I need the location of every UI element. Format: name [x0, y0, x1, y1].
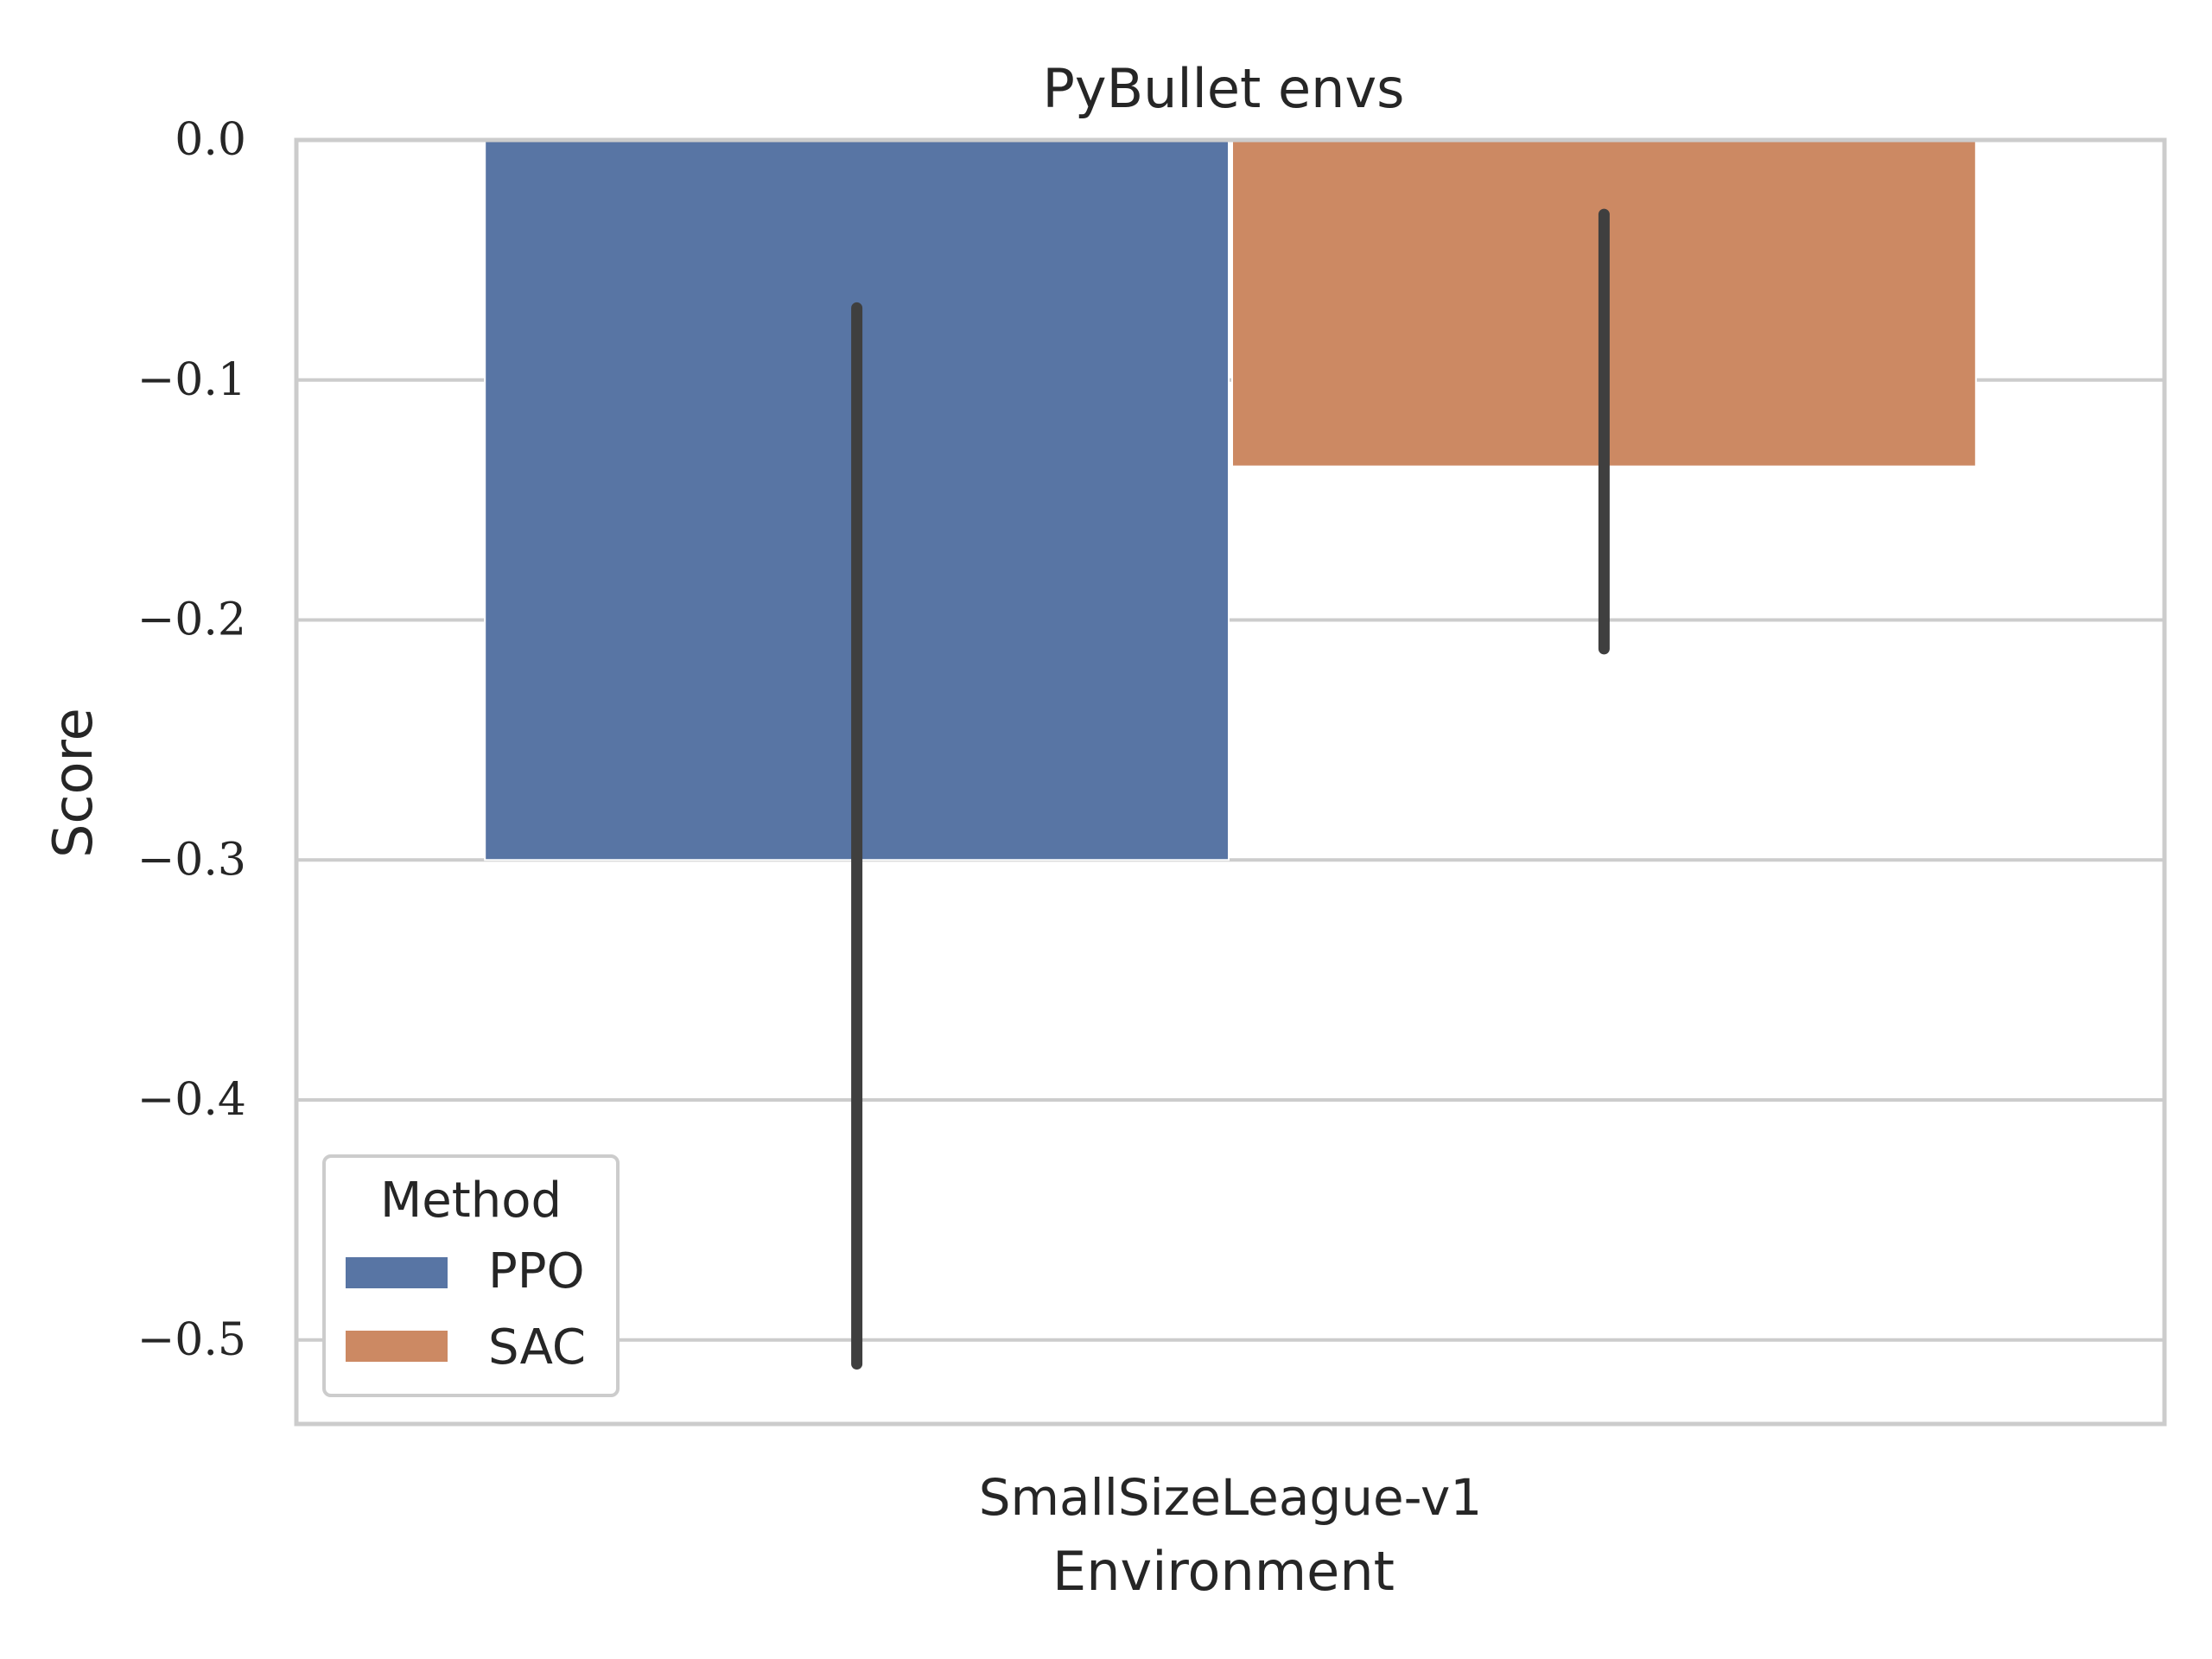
y-tick-label: −0.1	[137, 354, 246, 406]
legend-label-sac: SAC	[488, 1319, 586, 1376]
y-tick-label: 0.0	[175, 114, 246, 166]
y-tick-label: −0.2	[137, 594, 246, 646]
y-tick-label: −0.4	[137, 1074, 246, 1126]
chart-title: PyBullet envs	[1043, 57, 1405, 120]
legend-label-ppo: PPO	[488, 1243, 585, 1300]
x-tick-label: SmallSizeLeague-v1	[979, 1468, 1483, 1527]
legend-swatch-sac	[346, 1331, 448, 1362]
legend-swatch-ppo	[346, 1257, 448, 1288]
x-tick-labels: SmallSizeLeague-v1	[979, 1468, 1483, 1527]
y-axis-label: Score	[41, 708, 105, 858]
legend-title: Method	[380, 1173, 562, 1229]
legend-entry-ppo: PPO	[346, 1243, 585, 1300]
y-tick-label: −0.5	[137, 1314, 246, 1366]
error-bars	[851, 208, 1610, 1370]
x-axis-label: Environment	[1052, 1540, 1395, 1603]
y-tick-label: −0.3	[137, 834, 246, 886]
plot-frame	[294, 137, 2167, 1427]
legend: Method PPO SAC	[322, 1154, 620, 1397]
y-tick-labels: 0.0 −0.1 −0.2 −0.3 −0.4 −0.5	[137, 114, 246, 1366]
legend-entry-sac: SAC	[346, 1319, 586, 1376]
